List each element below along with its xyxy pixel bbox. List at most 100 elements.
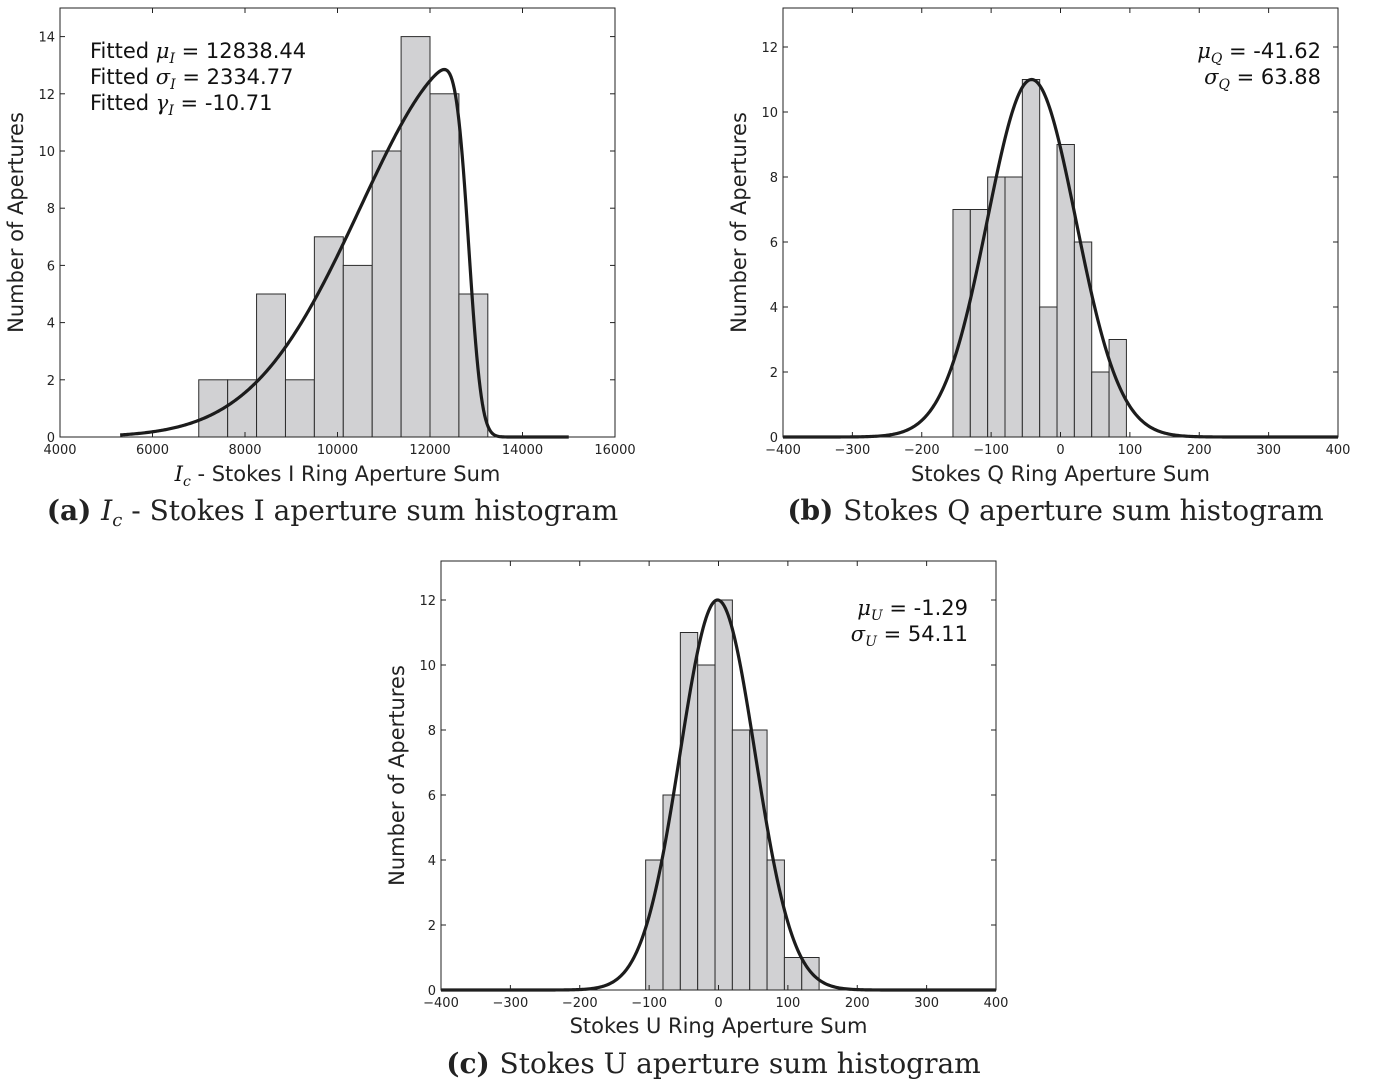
fit-parameter-label: σQ = 63.88 [1204, 65, 1321, 93]
x-tick-label: 100 [775, 996, 800, 1011]
x-tick-label: 100 [1117, 443, 1142, 458]
histogram-bar [731, 729, 751, 991]
y-axis-ticks: 0 2 4 6 8 10 12 14 [38, 31, 615, 446]
panel-caption: (a) Ic - Stokes I aperture sum histogram [47, 494, 618, 531]
x-tick-label: 8000 [228, 443, 261, 458]
y-axis-label: Number of Apertures [4, 112, 28, 333]
y-tick-label: 4 [428, 854, 436, 869]
y-tick-label: 10 [38, 145, 55, 160]
histogram-bar [1091, 371, 1110, 438]
y-tick-label: 0 [770, 431, 778, 446]
panel-caption: (c) Stokes U aperture sum histogram [446, 1047, 980, 1080]
x-tick-label: −400 [765, 443, 801, 458]
x-tick-label: 0 [1056, 443, 1064, 458]
histogram-bar [313, 236, 344, 438]
fit-parameter-label: Fitted μI = 12838.44 [90, 39, 306, 67]
histogram-bar [662, 794, 681, 991]
x-tick-label: 400 [984, 996, 1009, 1011]
x-tick-label: −100 [973, 443, 1009, 458]
histogram-bar [679, 632, 699, 991]
histogram-bar [1039, 306, 1058, 438]
y-tick-label: 0 [47, 431, 55, 446]
x-axis-label: Stokes U Ring Aperture Sum [570, 1014, 868, 1038]
y-tick-label: 0 [428, 984, 436, 999]
x-tick-label: 14000 [502, 443, 543, 458]
x-tick-label: 300 [1256, 443, 1281, 458]
histogram-bars [645, 599, 820, 991]
x-tick-label: 12000 [409, 443, 450, 458]
x-tick-label: 200 [1187, 443, 1212, 458]
x-tick-label: 400 [1326, 443, 1351, 458]
histogram-bar [645, 859, 664, 991]
x-tick-label: 16000 [594, 443, 635, 458]
x-tick-label: −300 [493, 996, 529, 1011]
panel-c-stokes-u-histogram: −400 −300 −200 −100 0 100 200 300 400 0 2 4 6 8 10 12 Nu… [385, 560, 1008, 1080]
x-tick-label: 6000 [136, 443, 169, 458]
histogram-bar [952, 209, 971, 438]
fit-parameter-label: σU = 54.11 [851, 622, 968, 650]
x-tick-label: −300 [835, 443, 871, 458]
y-tick-label: 4 [47, 317, 55, 332]
y-tick-label: 12 [419, 594, 436, 609]
histogram-bar [371, 150, 402, 438]
x-tick-label: −400 [423, 996, 459, 1011]
x-tick-label: −200 [904, 443, 940, 458]
histogram-bar [429, 93, 460, 438]
fit-parameter-label: μQ = -41.62 [1197, 39, 1321, 67]
x-axis-ticks: 4000 6000 8000 10000 12000 14000 16000 [43, 8, 636, 458]
panel-b-stokes-q-histogram: −400 −300 −200 −100 0 100 200 300 400 0 2 4 6 8 10 12 Nu… [727, 7, 1350, 527]
histogram-bar [697, 664, 716, 991]
x-axis-ticks: −400 −300 −200 −100 0 100 200 300 400 [423, 561, 1008, 1011]
histogram-bar [1108, 339, 1127, 438]
histogram-bar [342, 264, 373, 438]
y-axis-label: Number of Apertures [385, 665, 409, 886]
y-tick-label: 10 [761, 106, 778, 121]
panel-caption: (b) Stokes Q aperture sum histogram [787, 494, 1323, 527]
histogram-bar [969, 209, 989, 438]
panel-a-stokes-i-histogram: 4000 6000 8000 10000 12000 14000 16000 0 2 4 6 8 10 1… [4, 7, 636, 531]
x-tick-label: −200 [562, 996, 598, 1011]
y-tick-label: 8 [770, 171, 778, 186]
histogram-bar [227, 379, 258, 438]
x-tick-label: 0 [714, 996, 722, 1011]
histogram-bar [714, 599, 733, 991]
histogram-bars [952, 79, 1127, 438]
x-axis-label: Stokes Q Ring Aperture Sum [911, 462, 1210, 486]
x-axis-ticks: −400 −300 −200 −100 0 100 200 300 400 [765, 8, 1350, 458]
y-axis-label: Number of Apertures [727, 112, 751, 333]
histogram-bar [284, 379, 315, 438]
x-tick-label: 300 [914, 996, 939, 1011]
y-tick-label: 10 [419, 659, 436, 674]
x-tick-label: 200 [845, 996, 870, 1011]
y-tick-label: 12 [38, 88, 55, 103]
histogram-bar [400, 36, 431, 438]
fit-parameter-label: Fitted σI = 2334.77 [90, 65, 293, 93]
y-tick-label: 8 [47, 202, 55, 217]
histogram-bar [1056, 144, 1075, 438]
histogram-bar [1004, 176, 1023, 438]
y-tick-label: 6 [428, 789, 436, 804]
x-tick-label: −100 [631, 996, 667, 1011]
y-tick-label: 4 [770, 301, 778, 316]
y-tick-label: 6 [47, 259, 55, 274]
histogram-bar [783, 957, 803, 991]
y-tick-label: 2 [428, 919, 436, 934]
fitted-curve [120, 67, 569, 439]
histogram-bar [1073, 241, 1093, 438]
histogram-bars [198, 36, 489, 438]
y-tick-label: 14 [38, 31, 55, 46]
y-axis-ticks: 0 2 4 6 8 10 12 [419, 594, 996, 999]
x-tick-label: 4000 [43, 443, 76, 458]
y-axis-ticks: 0 2 4 6 8 10 12 [761, 41, 1338, 446]
fit-parameter-label: μU = -1.29 [857, 596, 968, 624]
y-tick-label: 6 [770, 236, 778, 251]
y-tick-label: 2 [47, 374, 55, 389]
histogram-bar [987, 176, 1006, 438]
histogram-bar [1021, 79, 1041, 438]
y-tick-label: 12 [761, 41, 778, 56]
y-tick-label: 2 [770, 366, 778, 381]
